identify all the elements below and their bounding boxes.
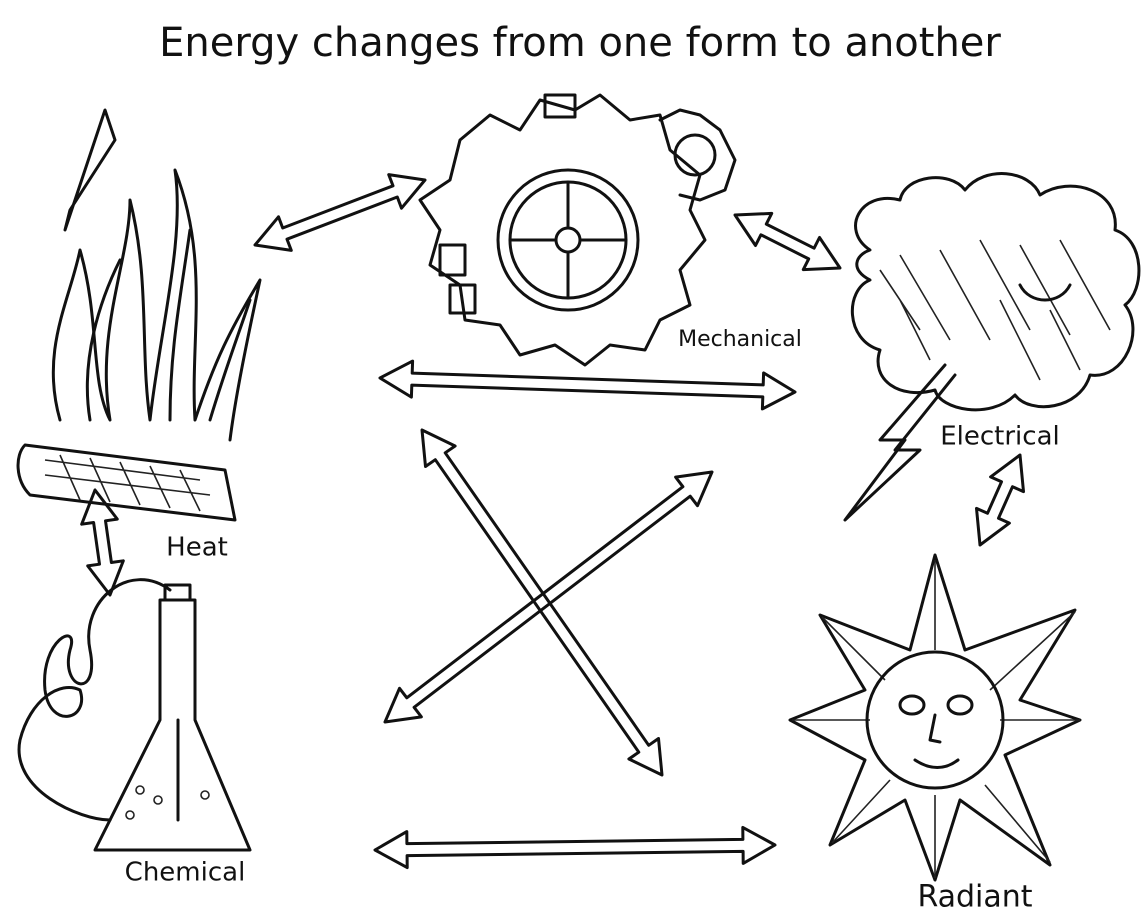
- electrical-icon: [845, 174, 1139, 520]
- page: {"title": "Energy changes from one form …: [0, 0, 1144, 918]
- node-label: Heat: [166, 533, 228, 563]
- double-arrow: [422, 430, 662, 775]
- node-label: Radiant: [917, 880, 1032, 915]
- mechanical-icon: [420, 95, 735, 365]
- node-label: Mechanical: [678, 327, 802, 352]
- double-arrow: [735, 213, 840, 269]
- diagram: Energy changes from one form to another: [0, 0, 1144, 918]
- node-label: Chemical: [125, 858, 246, 888]
- node-label: Electrical: [940, 422, 1060, 452]
- heat-icon: [18, 110, 260, 520]
- double-arrow: [375, 827, 775, 867]
- double-arrow: [255, 175, 425, 251]
- chemical-icon: [19, 580, 250, 850]
- title: Energy changes from one form to another: [159, 20, 1001, 66]
- double-arrow: [977, 455, 1024, 545]
- double-arrow: [385, 472, 712, 722]
- double-arrow: [380, 361, 795, 409]
- radiant-icon: [790, 555, 1080, 880]
